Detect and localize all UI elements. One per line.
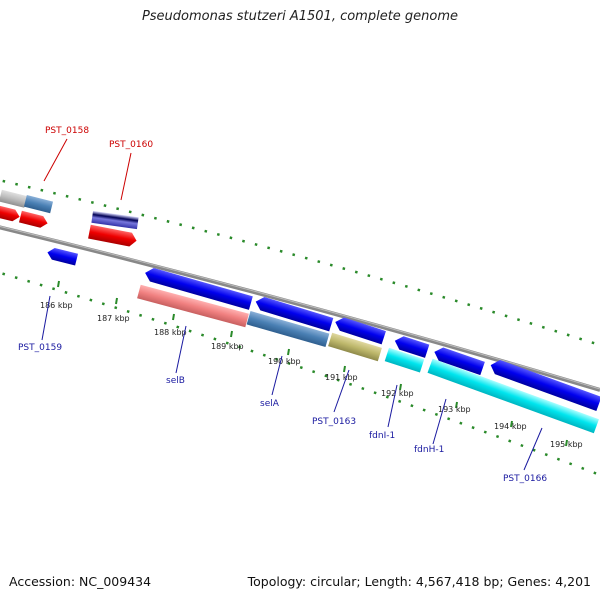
tick-labels: 186 kbp 187 kbp 188 kbp 189 kbp 190 kbp … — [40, 301, 583, 449]
gene-selB-pink[interactable] — [137, 284, 249, 328]
scale-ticks — [57, 280, 568, 447]
tick-label: 190 kbp — [268, 357, 301, 366]
gene-label-selA[interactable]: selA — [260, 399, 280, 409]
tick-label: 187 kbp — [97, 314, 130, 323]
map-title: Pseudomonas stutzeri A1501, complete gen… — [141, 9, 459, 24]
gene-fdnH-blue[interactable] — [432, 345, 485, 376]
gene-pst0166-blue[interactable] — [488, 358, 600, 412]
tick-label: 186 kbp — [40, 301, 73, 310]
gene-pst0159[interactable] — [46, 247, 79, 266]
accession-text: Accession: NC_009434 — [9, 574, 152, 589]
top-gene-labels: PST_0158 PST_0160 — [43, 126, 153, 201]
gene-label-fdnH[interactable]: fdnH-1 — [414, 445, 444, 455]
gene-selA-blue[interactable] — [254, 295, 334, 332]
genome-backbone — [0, 225, 600, 392]
gene-selA-steel[interactable] — [246, 310, 330, 348]
gene-label-pst0163[interactable]: PST_0163 — [312, 417, 356, 427]
gene-red-left-1[interactable] — [0, 204, 21, 223]
gene-grey-top[interactable] — [0, 189, 28, 208]
gene-fdnI-cyan[interactable] — [384, 347, 425, 373]
tick-label: 195 kbp — [550, 440, 583, 449]
tick-label: 189 kbp — [211, 342, 244, 351]
tick-label: 192 kbp — [381, 389, 414, 398]
gene-fdnI-blue[interactable] — [393, 334, 430, 358]
gene-steel-top[interactable] — [23, 195, 54, 214]
gene-label-pst0160[interactable]: PST_0160 — [109, 140, 153, 150]
tick-label: 191 kbp — [325, 373, 358, 382]
topology-text: Topology: circular; Length: 4,567,418 bp… — [247, 574, 591, 589]
tick-label: 193 kbp — [438, 405, 471, 414]
tick-label: 188 kbp — [154, 328, 187, 337]
gene-label-fdnI[interactable]: fdnI-1 — [369, 431, 395, 441]
tick-label: 194 kbp — [494, 422, 527, 431]
gene-label-pst0158[interactable]: PST_0158 — [45, 126, 89, 136]
gene-pst0160-navy[interactable] — [91, 210, 139, 230]
gene-label-pst0166[interactable]: PST_0166 — [503, 474, 547, 484]
gene-pst0163-blue[interactable] — [333, 315, 386, 345]
gene-red-left-2[interactable] — [18, 210, 49, 229]
gene-label-selB[interactable]: selB — [166, 376, 185, 386]
gene-label-pst0159[interactable]: PST_0159 — [18, 343, 62, 353]
gene-selB-blue[interactable] — [143, 266, 253, 310]
gene-pst0160-red[interactable] — [88, 224, 138, 248]
bottom-gene-labels — [41, 295, 543, 471]
gene-fdnH-cyan[interactable] — [427, 358, 599, 434]
gene-pst0163-khaki[interactable] — [328, 332, 382, 362]
